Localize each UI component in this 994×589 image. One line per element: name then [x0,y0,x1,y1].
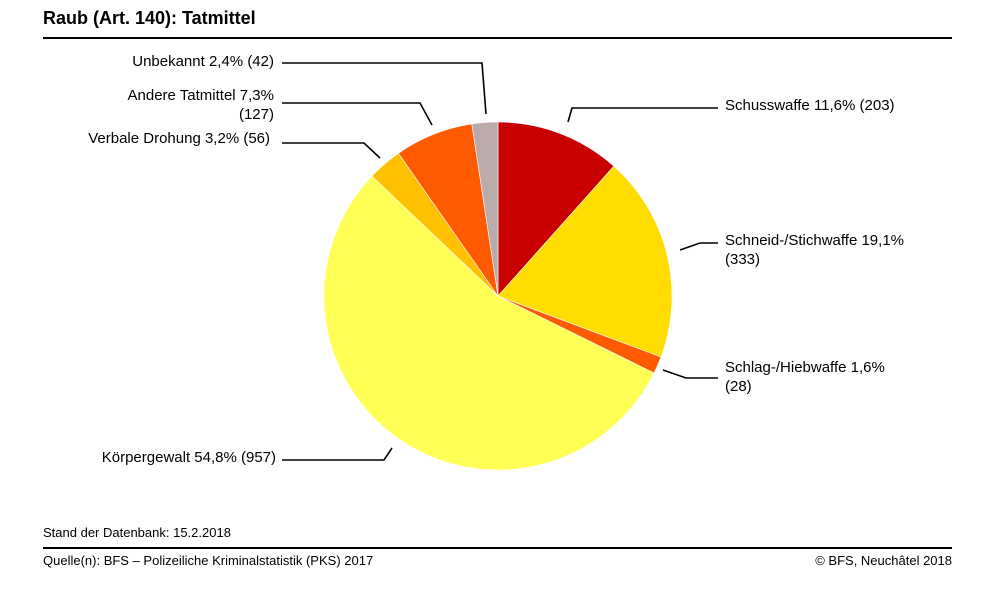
leader-line [567,107,718,123]
leader-line [282,447,393,461]
leader-line [662,369,718,379]
leader-line [282,102,433,126]
pie-slice-schneid-stichwaffe [497,165,673,358]
slice-label: Körpergewalt 54,8% (957) [102,449,276,466]
slice-label: Unbekannt 2,4% (42) [132,53,274,70]
pie-slice-körpergewalt [323,175,655,471]
slice-label: Schneid-/Stichwaffe 19,1% (333) [725,232,904,268]
leader-line [282,62,487,115]
slice-label: Schusswaffe 11,6% (203) [725,97,895,114]
footer-divider [43,547,952,549]
source-note: Quelle(n): BFS – Polizeiliche Kriminalst… [43,553,374,568]
pie-slice-unbekannt [471,121,499,297]
leader-line [282,142,381,159]
pie-slice-schusswaffe [497,121,615,297]
leader-line [679,242,718,251]
slice-label: Schlag-/Hiebwaffe 1,6% (28) [725,359,885,395]
slice-label: Verbale Drohung 3,2% (56) [88,130,270,147]
slice-label: Andere Tatmittel 7,3% (127) [128,87,274,123]
title-divider [43,37,952,39]
copyright-note: © BFS, Neuchâtel 2018 [815,553,952,568]
chart-title: Raub (Art. 140): Tatmittel [43,8,256,28]
database-date: Stand der Datenbank: 15.2.2018 [43,525,231,540]
